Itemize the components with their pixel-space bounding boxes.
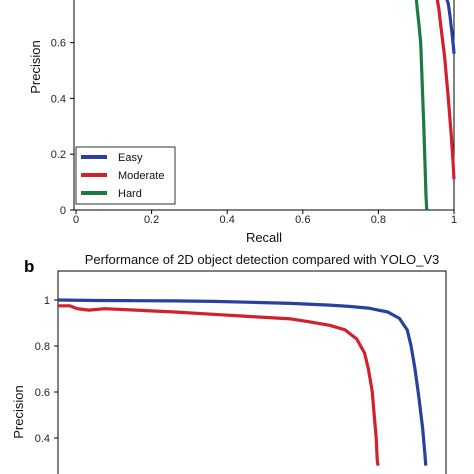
x-tick-label: 0 bbox=[73, 214, 79, 226]
series-lines-b bbox=[57, 298, 428, 466]
series-line-hard bbox=[414, 0, 429, 211]
y-ticks-a: 0 0.2 0.4 0.6 bbox=[51, 38, 74, 217]
plot-frame-a bbox=[73, 0, 455, 211]
chart-panel-b: b Performance of 2D object detection com… bbox=[11, 252, 447, 474]
x-tick-label: 1 bbox=[451, 214, 457, 226]
y-tick-label: 0.2 bbox=[51, 149, 66, 161]
y-tick-label: 0.4 bbox=[51, 93, 66, 105]
y-tick-label: 0.8 bbox=[35, 341, 50, 353]
x-tick-label: 0.2 bbox=[144, 214, 159, 226]
y-ticks-b: 1 0.8 0.6 0.4 bbox=[35, 295, 58, 445]
y-tick-label: 0.6 bbox=[35, 387, 50, 399]
x-tick-label: 0.8 bbox=[371, 214, 386, 226]
series-line-moderate bbox=[435, 0, 456, 180]
legend-label-easy: Easy bbox=[118, 152, 143, 164]
series-line-easy bbox=[445, 0, 456, 54]
x-axis-label-a: Recall bbox=[246, 230, 282, 245]
y-tick-label: 0.6 bbox=[51, 38, 66, 50]
series-line-series-1 bbox=[57, 298, 428, 466]
chart-panel-a: 0 0.2 0.4 0.6 0.8 1 0 0.2 0.4 0.6 Recall Precisi… bbox=[28, 0, 457, 245]
series-line-series-2 bbox=[58, 304, 380, 466]
chart-title-b: Performance of 2D object detection compa… bbox=[85, 252, 440, 267]
x-tick-label: 0.6 bbox=[295, 214, 310, 226]
legend-a: Easy Moderate Hard bbox=[75, 146, 176, 205]
x-tick-label: 0.4 bbox=[220, 214, 235, 226]
y-tick-label: 0.4 bbox=[35, 433, 50, 445]
legend-label-moderate: Moderate bbox=[118, 170, 164, 182]
y-tick-label: 0 bbox=[60, 205, 66, 217]
y-axis-label-b: Precision bbox=[11, 385, 26, 438]
panel-label-b: b bbox=[24, 257, 34, 276]
plot-frame-b bbox=[57, 270, 447, 474]
y-tick-label: 1 bbox=[44, 295, 50, 307]
x-ticks-a: 0 0.2 0.4 0.6 0.8 1 bbox=[73, 210, 457, 226]
y-axis-label-a: Precision bbox=[28, 40, 43, 93]
legend-label-hard: Hard bbox=[118, 188, 142, 200]
series-lines-a bbox=[414, 0, 456, 211]
